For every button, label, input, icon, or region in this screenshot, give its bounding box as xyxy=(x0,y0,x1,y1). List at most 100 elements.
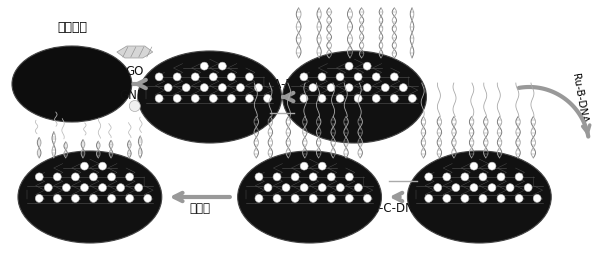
Circle shape xyxy=(354,94,362,102)
Text: GO: GO xyxy=(125,65,144,79)
Circle shape xyxy=(354,73,362,81)
Circle shape xyxy=(99,162,106,170)
Circle shape xyxy=(443,173,451,181)
Circle shape xyxy=(470,184,478,192)
Circle shape xyxy=(182,84,190,91)
Circle shape xyxy=(245,73,254,81)
Circle shape xyxy=(336,94,344,102)
Circle shape xyxy=(461,173,469,181)
Circle shape xyxy=(470,162,478,170)
Circle shape xyxy=(273,194,281,202)
Circle shape xyxy=(45,184,52,192)
Circle shape xyxy=(219,62,226,70)
Circle shape xyxy=(506,184,514,192)
Circle shape xyxy=(434,184,442,192)
Circle shape xyxy=(309,84,317,91)
Circle shape xyxy=(327,194,335,202)
Circle shape xyxy=(99,184,106,192)
Circle shape xyxy=(372,94,380,102)
Text: Ru-B-DNA: Ru-B-DNA xyxy=(570,73,589,124)
Text: SH-A-DNA: SH-A-DNA xyxy=(253,79,311,91)
Circle shape xyxy=(327,84,335,91)
Circle shape xyxy=(264,184,272,192)
Circle shape xyxy=(35,173,43,181)
Circle shape xyxy=(309,173,317,181)
Ellipse shape xyxy=(407,151,551,243)
Circle shape xyxy=(200,84,208,91)
Circle shape xyxy=(300,73,308,81)
Circle shape xyxy=(255,194,263,202)
Circle shape xyxy=(236,84,244,91)
Circle shape xyxy=(126,173,134,181)
Circle shape xyxy=(173,73,181,81)
Circle shape xyxy=(309,194,317,202)
Ellipse shape xyxy=(12,46,132,122)
Circle shape xyxy=(282,184,290,192)
Circle shape xyxy=(300,94,308,102)
Ellipse shape xyxy=(238,151,381,243)
Circle shape xyxy=(461,194,469,202)
Circle shape xyxy=(479,173,487,181)
Circle shape xyxy=(228,73,235,81)
Circle shape xyxy=(173,94,181,102)
Circle shape xyxy=(71,173,80,181)
Circle shape xyxy=(200,62,208,70)
Circle shape xyxy=(515,173,523,181)
Circle shape xyxy=(264,94,271,102)
Circle shape xyxy=(228,94,235,102)
Text: 玻碑电极: 玻碑电极 xyxy=(57,21,87,34)
Circle shape xyxy=(90,194,97,202)
Circle shape xyxy=(255,173,263,181)
Circle shape xyxy=(364,194,371,202)
Circle shape xyxy=(108,194,115,202)
Circle shape xyxy=(81,184,89,192)
Circle shape xyxy=(488,162,496,170)
Circle shape xyxy=(155,94,163,102)
Circle shape xyxy=(53,173,61,181)
Ellipse shape xyxy=(18,151,162,243)
Circle shape xyxy=(443,194,451,202)
Circle shape xyxy=(425,173,432,181)
Circle shape xyxy=(53,194,61,202)
Circle shape xyxy=(291,194,299,202)
Circle shape xyxy=(135,184,143,192)
Circle shape xyxy=(126,194,134,202)
Circle shape xyxy=(479,194,487,202)
Circle shape xyxy=(318,184,326,192)
Text: 内切酶: 内切酶 xyxy=(189,203,210,215)
Circle shape xyxy=(533,194,541,202)
Circle shape xyxy=(355,184,362,192)
Circle shape xyxy=(318,94,326,102)
Circle shape xyxy=(390,94,398,102)
Circle shape xyxy=(425,194,432,202)
Circle shape xyxy=(300,184,308,192)
Circle shape xyxy=(144,194,151,202)
Circle shape xyxy=(345,84,353,91)
Circle shape xyxy=(452,184,460,192)
Circle shape xyxy=(363,84,371,91)
Circle shape xyxy=(191,94,199,102)
Circle shape xyxy=(164,84,172,91)
Circle shape xyxy=(62,184,70,192)
Circle shape xyxy=(71,194,80,202)
Text: Fc-C-DNA: Fc-C-DNA xyxy=(366,203,422,215)
Circle shape xyxy=(318,73,326,81)
Circle shape xyxy=(90,173,97,181)
Circle shape xyxy=(372,73,380,81)
Circle shape xyxy=(515,194,523,202)
Ellipse shape xyxy=(283,51,426,143)
Circle shape xyxy=(390,73,398,81)
Circle shape xyxy=(488,184,496,192)
Circle shape xyxy=(497,194,505,202)
Circle shape xyxy=(399,84,407,91)
Circle shape xyxy=(245,94,254,102)
Circle shape xyxy=(345,194,353,202)
Circle shape xyxy=(116,184,125,192)
Circle shape xyxy=(108,173,115,181)
Circle shape xyxy=(209,94,217,102)
Circle shape xyxy=(209,73,217,81)
Circle shape xyxy=(81,162,89,170)
Circle shape xyxy=(345,62,353,70)
Circle shape xyxy=(191,73,199,81)
Circle shape xyxy=(255,84,263,91)
